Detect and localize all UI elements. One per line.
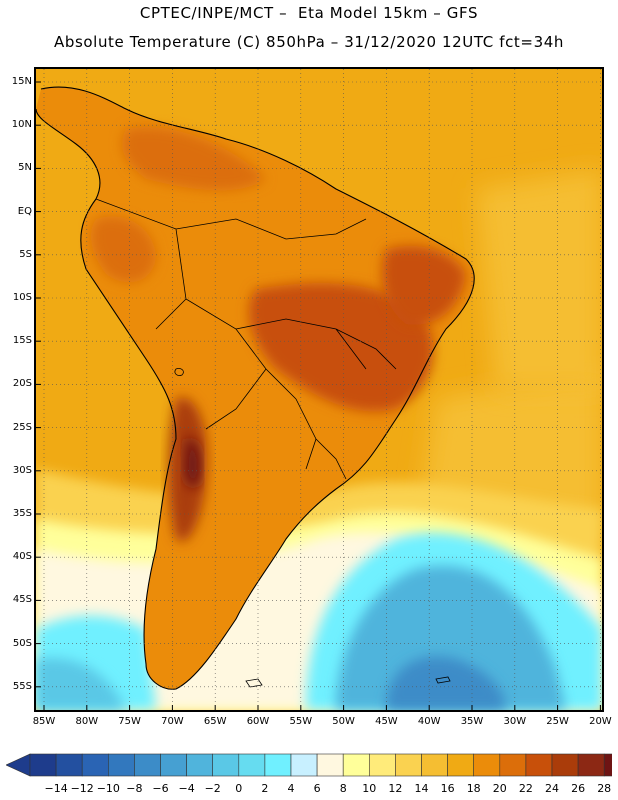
colorbar-tick-label: −4 [178,782,195,795]
lat-label-45s: 45S [12,594,32,606]
lat-label-20s: 20S [12,378,32,390]
lat-label-10n: 10N [11,119,32,131]
colorbar-tick-label: 14 [414,782,429,795]
fernando-island [435,676,451,684]
colorbar-tick-label: 8 [339,782,347,795]
lon-label-85w: 85W [32,716,56,727]
lat-label-40s: 40S [12,551,32,563]
colorbar-segment [264,753,292,777]
lat-label-35s: 35S [12,508,32,519]
hot-region-brazil-central [248,283,434,412]
hot-region-northeast [382,245,466,325]
colorbar-segment [29,753,57,777]
lat-label-15s: 15S [12,335,32,347]
lon-label-75w: 75W [118,716,141,727]
colorbar-segment [603,753,612,777]
falkland-islands [245,678,263,688]
lon-label-25w: 25W [546,716,569,727]
lat-label-5s: 5S [19,248,32,260]
lat-label-50s: 50S [12,637,32,649]
colorbar-under-arrow [6,753,31,777]
lon-label-55w: 55W [289,716,313,727]
lat-label-30s: 30S [12,464,32,476]
lake-titicaca [174,368,184,376]
cold-west-mid [36,658,126,710]
colorbar-tick-label: 16 [440,782,455,795]
colorbar-segment [421,753,448,777]
colorbar-tick-label: 22 [518,782,533,795]
colorbar-segment [473,753,501,777]
colorbar-tick-label: 0 [235,782,243,795]
hot-region-west-amazon [90,216,156,283]
colorbar-tick-label: 18 [466,782,481,795]
lon-label-80w: 80W [75,716,99,727]
cold-core-mid [336,565,566,710]
lat-label-55s: 55S [12,680,32,692]
colorbar-tick-label: 28 [597,782,612,795]
gridlines [36,69,602,710]
lat-label-15n: 15N [11,76,32,87]
lon-label-65w: 65W [203,716,227,727]
colorbar-tick-label: 12 [388,782,403,795]
lon-label-60w: 60W [246,716,270,727]
colorbar-segment [577,753,605,777]
colorbar-tick-label: −12 [70,782,94,795]
lon-label-50w: 50W [332,716,355,727]
lat-label-5n: 5N [18,162,32,174]
colorbar-segment [447,753,475,777]
colorbar-tick-label: 20 [492,782,507,795]
colorbar-segment [238,753,266,777]
colorbar-segment [160,753,187,777]
hot-region-amazon [122,127,266,191]
colorbar-segment [316,753,344,777]
lon-label-20w: 20W [589,716,612,727]
colorbar-segment [108,753,135,777]
colorbar-segment [290,753,318,777]
lon-label-40w: 40W [417,716,441,727]
colorbar [6,753,612,777]
colorbar-segment [525,753,553,777]
map-title-line2: Absolute Temperature (C) 850hPa – 31/12/… [54,33,564,51]
lat-label-eq: EQ [17,205,32,217]
coastline [36,86,475,690]
warm-ocean-east [476,169,602,389]
lon-label-30w: 30W [503,716,527,727]
temperature-map [34,67,604,712]
country-borders [95,198,397,480]
lat-label-25s: 25S [12,421,32,433]
colorbar-segment [368,753,396,777]
colorbar-tick-label: −10 [96,782,120,795]
lon-label-70w: 70W [161,716,184,727]
colorbar-segment [55,753,83,777]
lon-label-45w: 45W [375,716,398,727]
colorbar-segment [499,753,527,777]
colorbar-segment [186,753,214,777]
lon-label-35w: 35W [460,716,484,727]
colorbar-segment [395,753,422,777]
colorbar-segment [212,753,240,777]
colorbar-tick-label: −8 [126,782,143,795]
colorbar-segment [551,753,579,777]
temperature-field [36,69,602,710]
colorbar-tick-label: −14 [44,782,68,795]
lat-label-10s: 10S [12,292,32,303]
cold-core-deep [386,656,506,710]
colorbar-tick-label: 4 [287,782,295,795]
colorbar-segment [342,753,370,777]
colorbar-tick-label: 24 [545,782,559,795]
colorbar-segment [81,753,109,777]
colorbar-segment [134,753,161,777]
colorbar-tick-label: 2 [261,782,269,795]
hottest-core [184,438,202,488]
colorbar-tick-label: −2 [204,782,221,795]
colorbar-tick-label: 10 [362,782,377,795]
colorbar-tick-label: 26 [571,782,586,795]
map-title-line1: CPTEC/INPE/MCT – Eta Model 15km – GFS [139,4,479,22]
colorbar-tick-label: −6 [152,782,169,795]
colorbar-tick-label: 6 [313,782,321,795]
